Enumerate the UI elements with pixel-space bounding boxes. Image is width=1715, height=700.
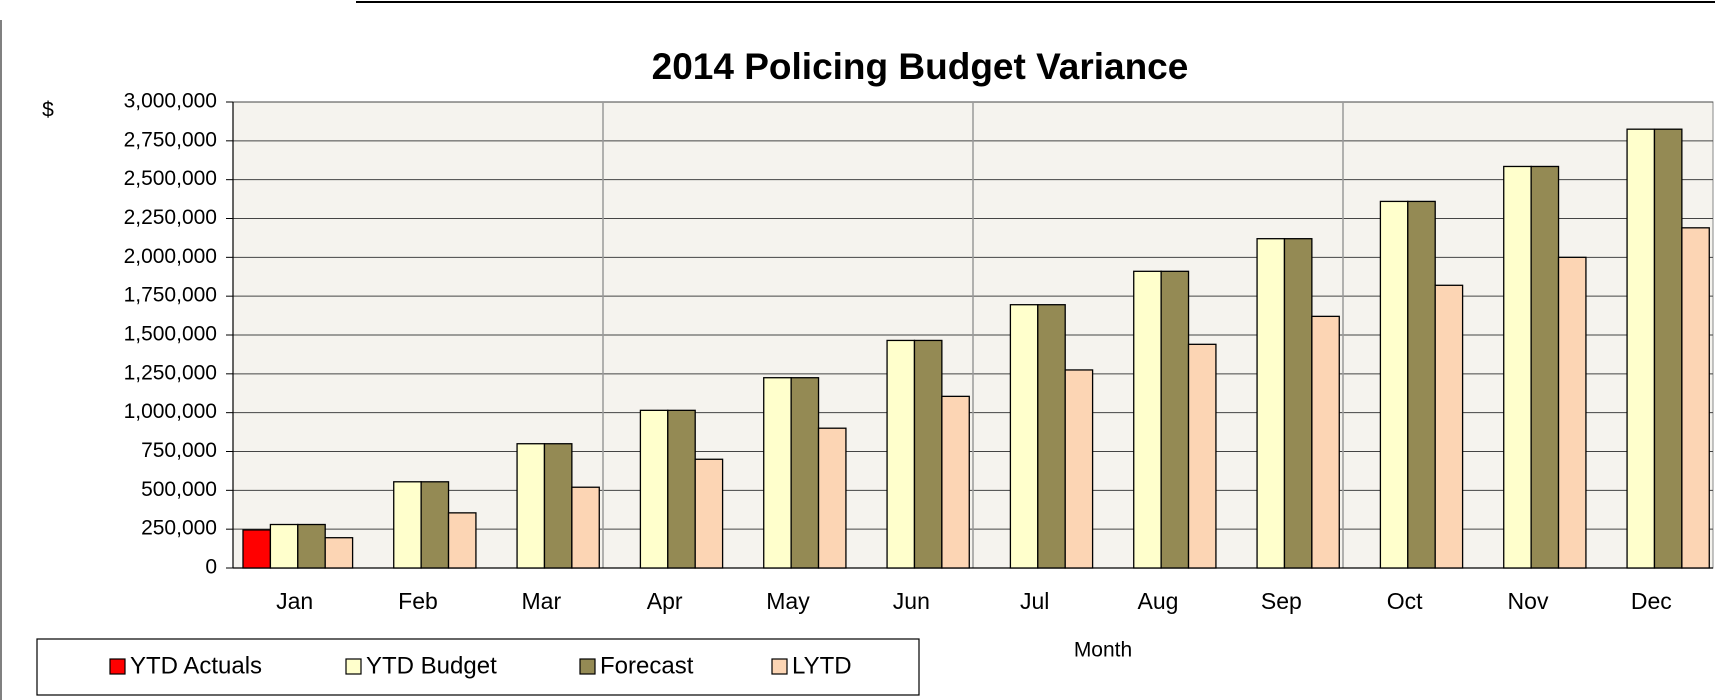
y-tick-label: 2,000,000 [124, 245, 217, 268]
y-tick-label: 500,000 [141, 478, 217, 501]
bar [420, 481, 450, 569]
x-tick-label: Jul [1020, 588, 1049, 614]
y-tick-label: 1,500,000 [124, 323, 217, 346]
bar [667, 409, 696, 569]
bar [1133, 270, 1162, 569]
legend-label: LYTD [792, 652, 852, 679]
y-tick-label: 750,000 [141, 439, 217, 462]
bar [1187, 343, 1217, 569]
x-tick-label: Jun [893, 588, 930, 614]
bar [1009, 304, 1039, 569]
bar [1557, 256, 1587, 569]
bar [694, 458, 724, 569]
bar [1064, 369, 1094, 569]
x-tick-label: Dec [1631, 588, 1672, 614]
bar [1653, 128, 1683, 569]
legend-swatch [771, 658, 788, 675]
legend-swatch [109, 658, 126, 675]
bar [516, 443, 546, 569]
y-tick-label: 1,000,000 [124, 400, 217, 423]
y-tick-label: 3,000,000 [124, 90, 217, 113]
bar [1256, 238, 1286, 569]
bar [297, 523, 326, 569]
legend-label: YTD Budget [366, 652, 497, 679]
y-tick-label: 2,250,000 [124, 206, 217, 229]
bar [1503, 165, 1532, 569]
bar [1434, 284, 1464, 569]
x-tick-label: Jan [276, 588, 313, 614]
y-tick-label: 250,000 [141, 517, 217, 540]
bar [1160, 270, 1190, 569]
y-tick-label: 0 [205, 556, 217, 579]
bar [1681, 227, 1710, 569]
bar [324, 537, 354, 569]
bar [447, 512, 477, 569]
bar [571, 486, 600, 569]
bar [1379, 200, 1409, 569]
y-axis-label: $ [42, 99, 54, 122]
x-tick-label: Sep [1261, 588, 1302, 614]
legend-label: YTD Actuals [130, 652, 262, 679]
bar [1037, 304, 1066, 569]
x-axis-label: Month [1074, 639, 1132, 662]
chart-title: 2014 Policing Budget Variance [652, 46, 1189, 87]
bar [269, 523, 299, 569]
x-tick-label: Nov [1508, 588, 1549, 614]
x-tick-label: Apr [647, 588, 683, 614]
x-tick-label: Oct [1387, 588, 1423, 614]
y-tick-label: 2,500,000 [124, 167, 217, 190]
bar [886, 339, 916, 569]
bar [941, 395, 970, 569]
x-tick-label: Aug [1138, 588, 1179, 614]
y-tick-label: 1,750,000 [124, 284, 217, 307]
legend-swatch [579, 658, 596, 675]
bar [1626, 128, 1656, 569]
bar [242, 529, 272, 569]
y-tick-label: 1,250,000 [124, 361, 217, 384]
x-tick-label: Feb [398, 588, 438, 614]
bar [1407, 200, 1436, 569]
bar [543, 443, 573, 569]
bar [817, 427, 847, 569]
bar [639, 409, 669, 569]
bar [1311, 315, 1340, 569]
bar [1530, 165, 1560, 569]
legend-swatch [345, 658, 362, 675]
legend-label: Forecast [600, 652, 694, 679]
x-tick-label: May [766, 588, 810, 614]
bar [1283, 238, 1313, 569]
bar [790, 377, 820, 569]
x-tick-label: Mar [522, 588, 562, 614]
bar [913, 339, 943, 569]
bar [393, 481, 422, 569]
bar [763, 377, 792, 569]
y-tick-label: 2,750,000 [124, 128, 217, 151]
